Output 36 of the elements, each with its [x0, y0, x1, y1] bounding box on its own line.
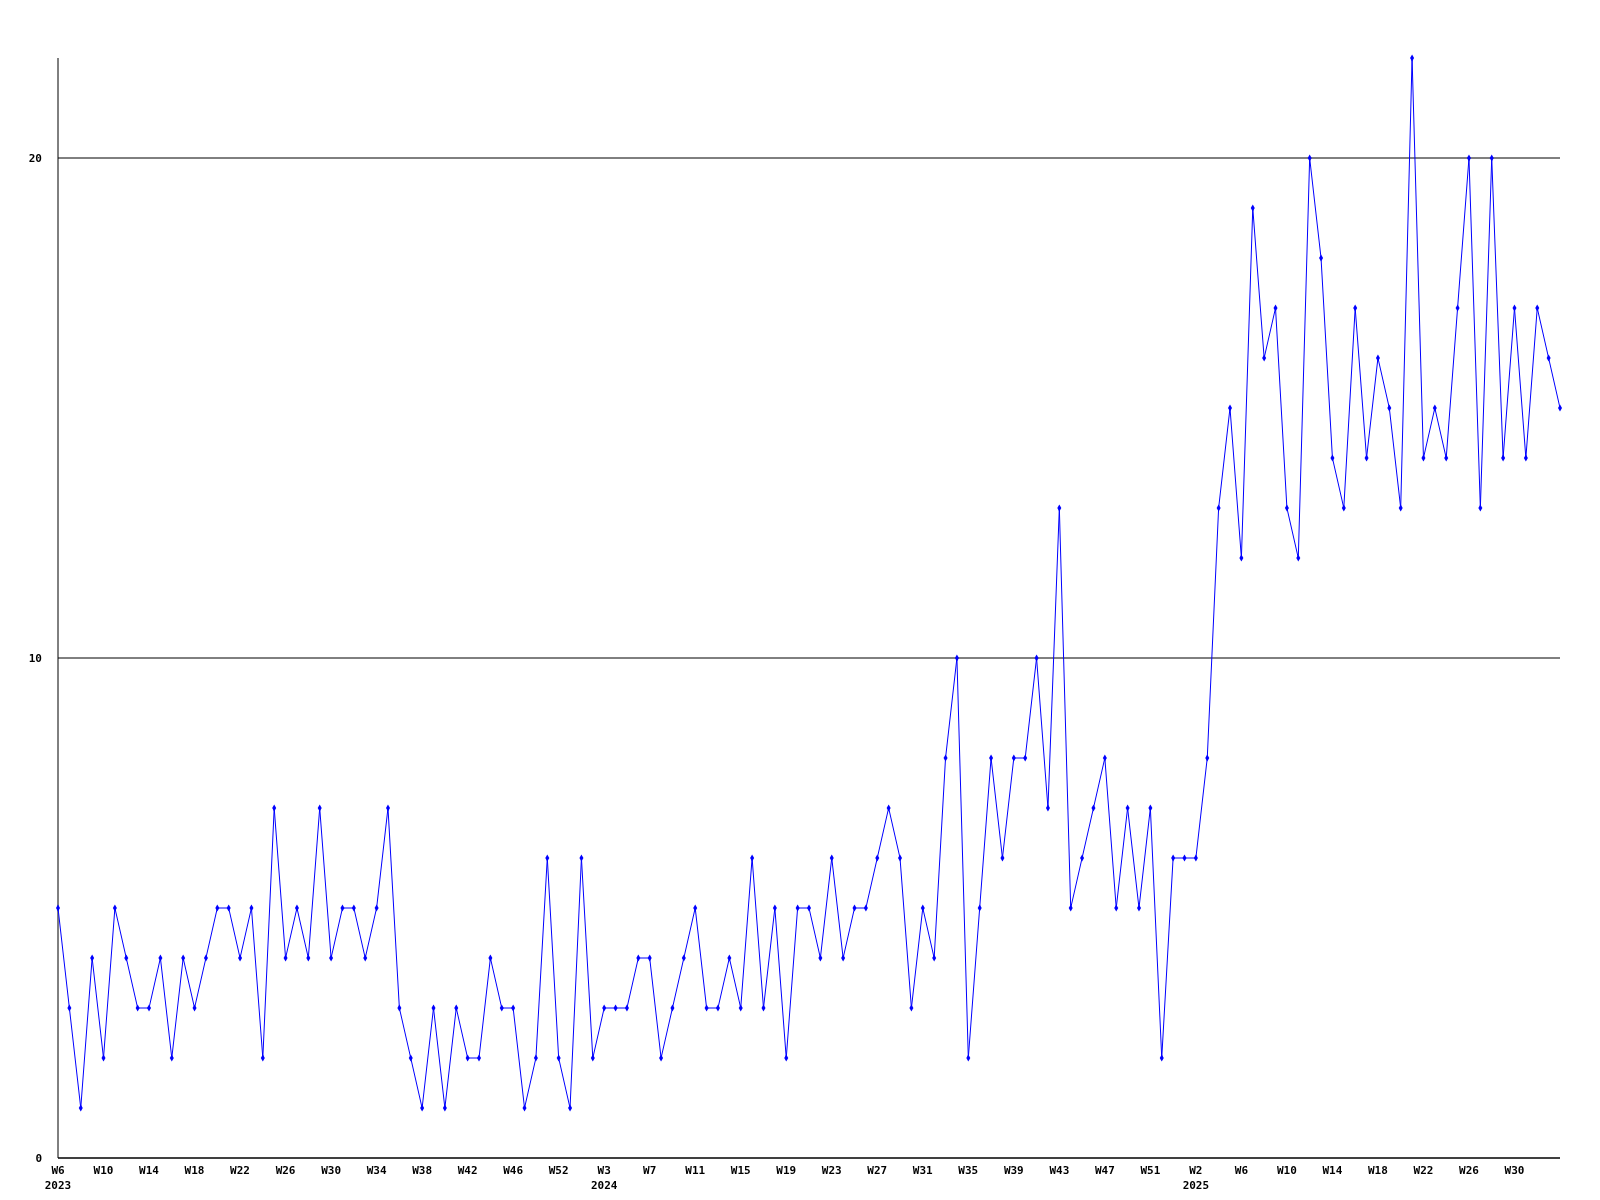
x-tick-label: W15 — [730, 1164, 751, 1177]
x-tick-label: W6 — [1234, 1164, 1249, 1177]
x-tick-label: W10 — [1276, 1164, 1297, 1177]
x-tick-label: W19 — [776, 1164, 797, 1177]
x-tick-label: W22 — [230, 1164, 250, 1177]
x-tick-label: W42 — [457, 1164, 478, 1177]
x-tick-label: W27 — [867, 1164, 888, 1177]
x-tick-label: W14 — [1322, 1164, 1343, 1177]
x-tick-label: W18 — [1368, 1164, 1388, 1177]
y-tick-label: 0 — [35, 1152, 42, 1165]
x-tick-label: W35 — [958, 1164, 979, 1177]
x-tick-label: W47 — [1094, 1164, 1115, 1177]
x-tick-label: W18 — [184, 1164, 205, 1177]
x-tick-label: W38 — [412, 1164, 433, 1177]
x-tick-label: W30 — [321, 1164, 342, 1177]
x-tick-label: W6 2023 — [44, 1164, 72, 1192]
x-tick-label: W26 — [1459, 1164, 1480, 1177]
x-tick-label: W51 — [1140, 1164, 1161, 1177]
x-tick-label: W43 — [1049, 1164, 1070, 1177]
x-tick-label: W22 — [1413, 1164, 1434, 1177]
x-tick-label: W10 — [93, 1164, 114, 1177]
x-tick-label: W3 2024 — [590, 1164, 618, 1192]
x-tick-label: W7 — [643, 1164, 657, 1177]
x-tick-label: W46 — [503, 1164, 524, 1177]
x-tick-label: W14 — [139, 1164, 160, 1177]
x-tick-label: W34 — [366, 1164, 387, 1177]
x-tick-label: W2 2025 — [1182, 1164, 1210, 1192]
x-tick-label: W30 — [1504, 1164, 1525, 1177]
y-tick-label: 10 — [28, 652, 42, 665]
x-tick-label: W52 — [548, 1164, 569, 1177]
x-tick-label: W39 — [1003, 1164, 1024, 1177]
x-tick-label: W11 — [685, 1164, 706, 1177]
y-tick-label: 20 — [28, 152, 42, 165]
x-tick-label: W26 — [275, 1164, 296, 1177]
x-tick-label: W31 — [912, 1164, 934, 1177]
x-tick-label: W23 — [821, 1164, 842, 1177]
